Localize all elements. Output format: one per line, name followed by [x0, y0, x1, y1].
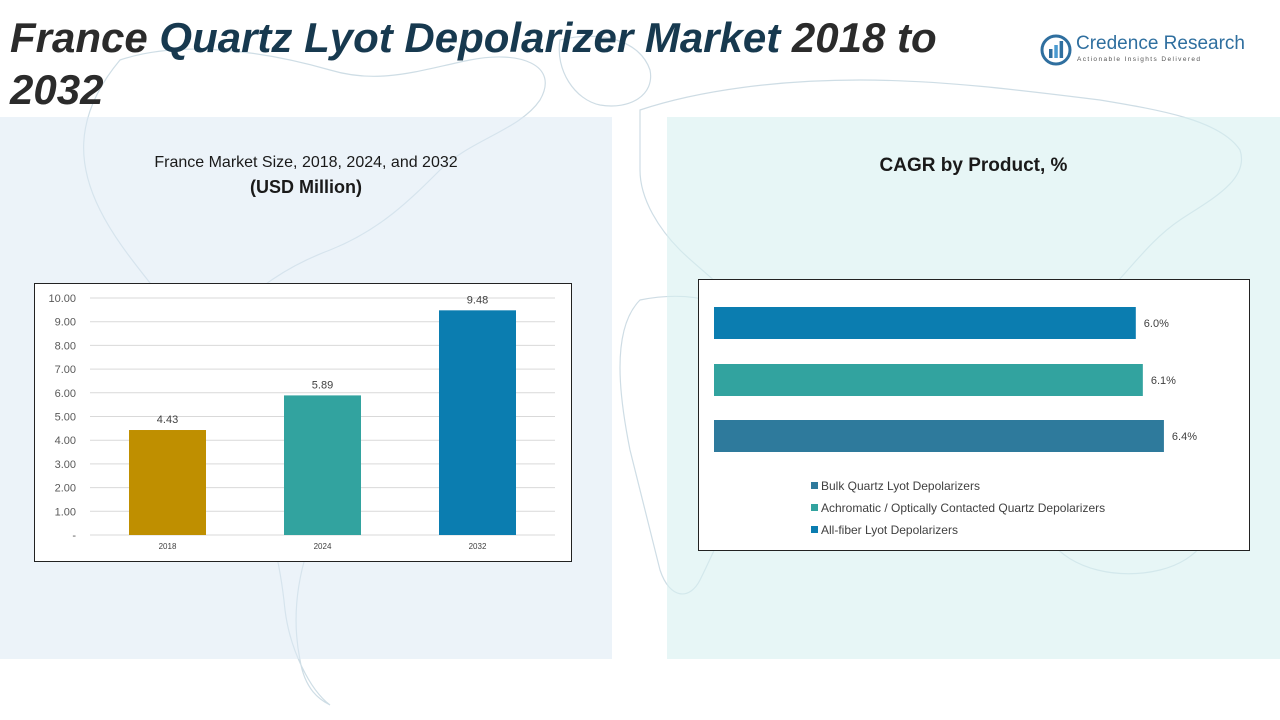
title-accent: Quartz Lyot Depolarizer Market	[159, 14, 781, 61]
legend-label: Achromatic / Optically Contacted Quartz …	[821, 501, 1105, 515]
y-tick-label: 3.00	[55, 459, 76, 471]
legend-label: Bulk Quartz Lyot Depolarizers	[821, 479, 980, 493]
legend-swatch	[811, 504, 818, 511]
bar	[129, 430, 206, 535]
cagr-horizontal-bar-chart: 6.4% 6.1% 6.0% Bulk Quartz Lyot Depolarizer…	[714, 307, 1197, 537]
y-tick-label: -	[72, 530, 76, 542]
y-tick-label: 2.00	[55, 483, 76, 495]
market-size-chart-frame: - 1.00 2.00 3.00 4.00 5.00 6.00 7.00 8.00 9.00 10.…	[34, 283, 572, 562]
market-size-bar-chart: - 1.00 2.00 3.00 4.00 5.00 6.00 7.00 8.00 9.00 10.…	[48, 293, 555, 551]
y-tick-label: 9.00	[55, 317, 76, 329]
cagr-bar	[714, 307, 1136, 339]
bar-value-label: 5.89	[312, 379, 333, 391]
market-size-unit: (USD Million)	[250, 177, 362, 197]
credence-research-logo: Credence Research Actionable Insights De…	[1040, 30, 1270, 70]
bar-value-label: 9.48	[467, 294, 488, 306]
logo-icon	[1040, 34, 1072, 66]
x-tick-label: 2024	[314, 542, 332, 551]
y-tick-label: 5.00	[55, 412, 76, 424]
cagr-bar	[714, 420, 1164, 452]
legend-swatch	[811, 526, 818, 533]
page-title: France Quartz Lyot Depolarizer Market 20…	[10, 14, 937, 113]
y-tick-label: 4.00	[55, 435, 76, 447]
bar	[284, 395, 361, 535]
cagr-title: CAGR by Product, %	[879, 155, 1068, 176]
cagr-bar	[714, 364, 1143, 396]
legend-swatch	[811, 482, 818, 489]
y-tick-label: 7.00	[55, 364, 76, 376]
y-tick-label: 6.00	[55, 388, 76, 400]
logo-name: Credence Research	[1076, 33, 1245, 54]
y-tick-label: 8.00	[55, 340, 76, 352]
market-size-panel: France Market Size, 2018, 2024, and 2032…	[0, 117, 612, 659]
cagr-chart-frame: 6.4% 6.1% 6.0% Bulk Quartz Lyot Depolarizer…	[698, 279, 1250, 551]
y-tick-label: 10.00	[48, 293, 76, 305]
cagr-value-label: 6.0%	[1144, 318, 1169, 330]
cagr-panel: CAGR by Product, % 6.4% 6.1% 6.0% Bulk Quar…	[667, 117, 1280, 659]
market-size-title: France Market Size, 2018, 2024, and 2032	[154, 154, 458, 171]
cagr-value-label: 6.4%	[1172, 431, 1197, 443]
x-tick-label: 2032	[469, 542, 487, 551]
legend-label: All-fiber Lyot Depolarizers	[821, 523, 958, 537]
x-tick-label: 2018	[159, 542, 177, 551]
bar-value-label: 4.43	[157, 414, 178, 426]
bar	[439, 310, 516, 535]
cagr-value-label: 6.1%	[1151, 375, 1176, 387]
y-tick-label: 1.00	[55, 506, 76, 518]
logo-tagline: Actionable Insights Delivered	[1077, 56, 1202, 63]
